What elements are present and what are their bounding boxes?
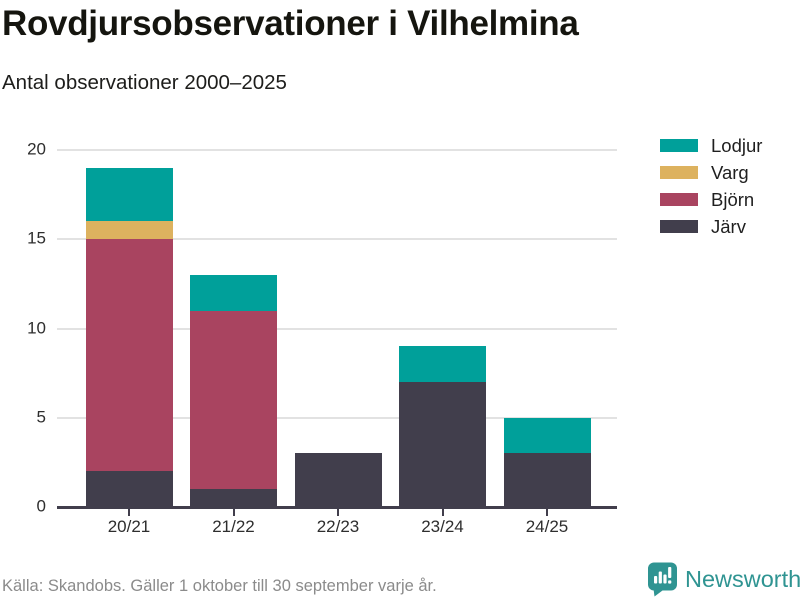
x-tick-22-23	[337, 509, 339, 516]
x-tick-20-21	[128, 509, 130, 516]
bar-22-23	[294, 453, 382, 507]
x-tick-label-24-25: 24/25	[525, 517, 569, 536]
bar-24-25	[503, 417, 591, 507]
legend-swatch-jarv	[660, 220, 698, 233]
legend-swatch-lodjur	[660, 139, 698, 152]
legend-label-varg: Varg	[711, 161, 749, 183]
legend-label-lodjur: Lodjur	[711, 134, 763, 156]
bar-segment-jarv	[399, 382, 486, 507]
x-tick-24-25	[546, 509, 548, 516]
legend-item-jarv: Järv	[660, 213, 762, 240]
bar-segment-bjorn	[190, 310, 277, 490]
newsworthy-logo: Newsworthy	[647, 562, 800, 602]
bar-segment-varg	[85, 221, 173, 240]
x-tick-label-20-21: 20/21	[107, 517, 151, 536]
source-note: Källa: Skandobs. Gäller 1 oktober till 3…	[2, 577, 437, 595]
bar-segment-jarv	[190, 489, 277, 507]
chart-title: Rovdjursobservationer i Vilhelmina	[2, 4, 579, 43]
legend-item-bjorn: Björn	[660, 186, 762, 213]
bar-segment-lodjur	[190, 274, 277, 311]
bar-segment-jarv	[503, 453, 591, 507]
y-tick-label-20: 20	[27, 139, 46, 159]
x-tick-21-22	[232, 509, 235, 516]
bar-21-22	[190, 274, 277, 507]
bar-segment-lodjur	[85, 167, 173, 222]
y-tick-label-15: 15	[27, 228, 46, 248]
bar-segment-jarv	[294, 453, 382, 507]
legend-item-varg: Varg	[660, 159, 762, 186]
gridline-15	[57, 238, 617, 241]
chart-plot-area: 20/21 21/22 22/23 23/24 24/25	[57, 149, 617, 536]
y-tick-label-0: 0	[36, 496, 46, 516]
bar-segment-bjorn	[85, 239, 173, 472]
legend-swatch-varg	[660, 166, 698, 179]
gridline-5	[57, 416, 617, 419]
bar-segment-jarv	[85, 471, 173, 507]
bar-23-24	[399, 346, 486, 507]
gridline-10	[57, 327, 617, 330]
x-tick-23-24	[441, 509, 444, 516]
x-axis-line	[57, 505, 617, 509]
x-tick-label-21-22: 21/22	[212, 517, 255, 536]
x-tick-label-23-24: 23/24	[421, 517, 464, 536]
bar-20-21	[85, 167, 173, 507]
newsworthy-wordmark: Newsworthy	[685, 566, 800, 592]
y-axis: 0 5 10 15 20	[0, 140, 46, 516]
y-tick-label-5: 5	[36, 407, 46, 427]
legend-swatch-bjorn	[660, 193, 698, 206]
bar-segment-lodjur	[399, 346, 486, 383]
legend-item-lodjur: Lodjur	[660, 132, 762, 159]
bar-segment-lodjur	[503, 417, 591, 454]
chart-subtitle: Antal observationer 2000–2025	[2, 71, 287, 94]
gridline-20	[57, 149, 617, 151]
x-tick-label-22-23: 22/23	[316, 517, 360, 536]
legend-label-bjorn: Björn	[711, 188, 755, 210]
legend: Lodjur Varg Björn Järv	[660, 132, 762, 240]
y-tick-label-10: 10	[27, 318, 46, 338]
legend-label-jarv: Järv	[711, 215, 746, 237]
newsworthy-icon	[647, 562, 678, 602]
